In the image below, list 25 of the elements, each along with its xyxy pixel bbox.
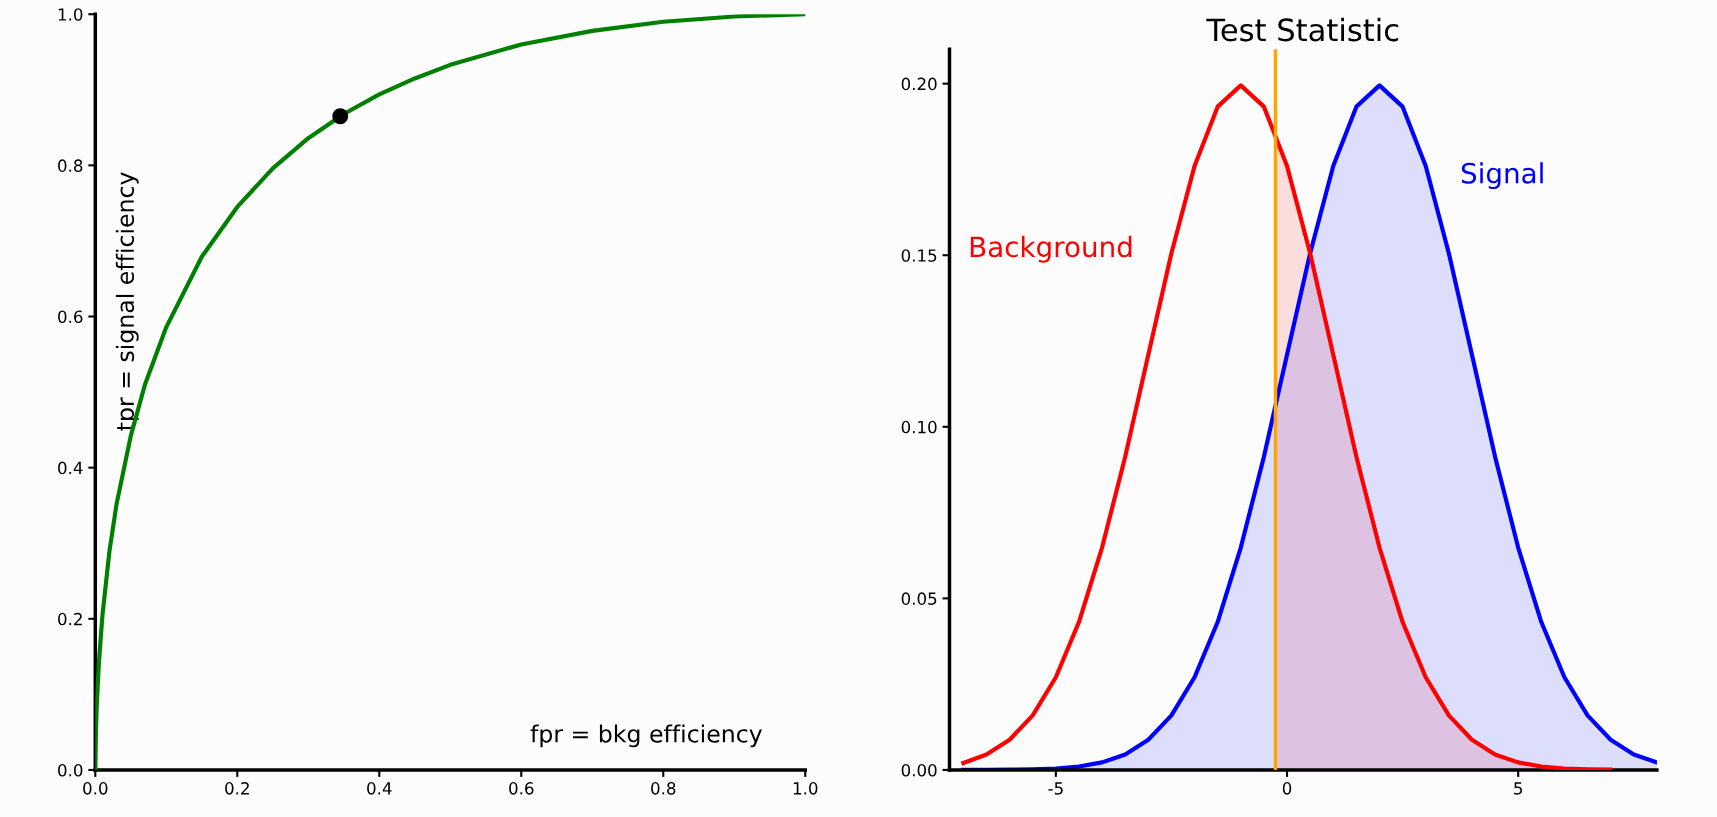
y-tick-label: 0.20: [901, 77, 937, 91]
line-series: [95, 14, 806, 770]
x-tick-label: 0.6: [509, 782, 534, 795]
series-label: Signal: [1461, 162, 1543, 190]
x-tick-label: -5: [1048, 782, 1063, 795]
series-label: Background: [970, 235, 1132, 263]
x-tick-label: 0.2: [225, 782, 249, 795]
x-tick-label: 0: [1282, 782, 1292, 795]
x-tick-label: 1.0: [793, 782, 818, 795]
x-tick-label: 5: [1514, 782, 1523, 795]
x-axis-title: fpr = bkg efficiency: [530, 724, 762, 748]
y-tick-label: 0.10: [901, 420, 937, 434]
y-tick-label: 0.05: [901, 592, 937, 605]
x-tick-label: 0.4: [367, 782, 392, 795]
y-tick-label: 0.00: [901, 763, 937, 777]
y-tick-label: 0.4: [58, 461, 83, 475]
y-tick-label: 0.8: [58, 159, 83, 172]
y-tick-label: 0.0: [58, 763, 83, 777]
chart-title: Test Statistic: [1206, 17, 1399, 42]
x-tick-label: 0.8: [651, 782, 676, 795]
y-tick-label: 0.2: [58, 612, 82, 626]
x-tick-label: 0.0: [83, 782, 108, 795]
y-tick-label: 0.6: [58, 310, 83, 324]
y-tick-label: 0.15: [901, 249, 937, 262]
y-tick-label: 1.0: [58, 8, 83, 21]
